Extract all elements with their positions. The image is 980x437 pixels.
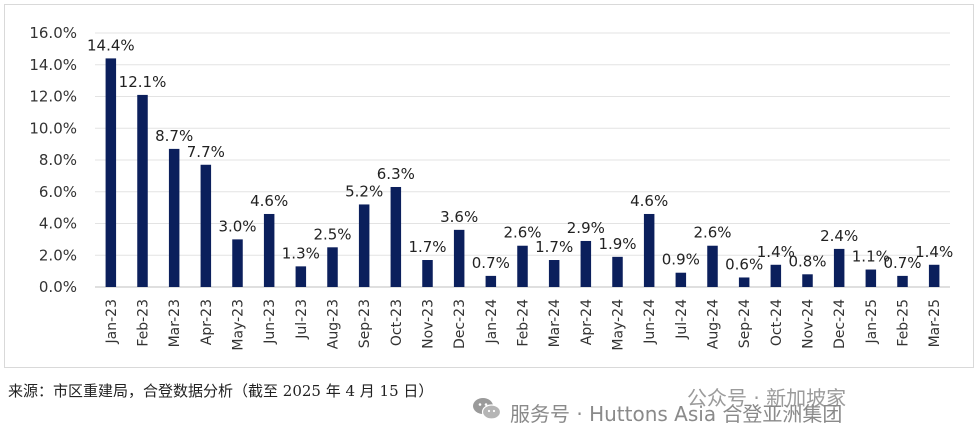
data-label: 4.6%: [630, 192, 668, 210]
x-tick-label: Jan-23: [104, 299, 120, 344]
x-tick-label: Feb-24: [516, 299, 532, 347]
bar: [232, 239, 243, 287]
bar: [390, 186, 402, 287]
data-label: 2.6%: [503, 224, 541, 242]
y-tick-label: 12.0%: [29, 88, 77, 106]
data-label: 1.7%: [535, 238, 573, 256]
x-tick-label: Jan-24: [484, 299, 500, 345]
data-label: 0.9%: [662, 251, 700, 269]
wechat-icon: [473, 398, 502, 420]
x-tick-label: Apr-23: [199, 299, 215, 345]
data-label: 1.7%: [408, 238, 446, 256]
x-tick-label: Jul-24: [674, 299, 690, 340]
x-tick-label: Nov-23: [421, 299, 437, 349]
bar: [168, 148, 180, 287]
x-tick-label: Oct-23: [389, 299, 405, 346]
y-tick-label: 4.0%: [39, 215, 77, 233]
data-label: 2.9%: [567, 219, 605, 237]
bar: [643, 213, 655, 287]
x-tick-label: Nov-24: [801, 299, 817, 349]
bar: [295, 266, 307, 287]
x-tick-label: Jul-23: [294, 299, 310, 340]
bar: [675, 272, 687, 287]
bar: [358, 204, 370, 287]
bar: [897, 275, 908, 287]
bar: [770, 264, 782, 287]
y-tick-label: 14.0%: [29, 56, 77, 74]
x-tick-label: Jun-23: [262, 299, 278, 345]
x-tick-label: Jun-24: [642, 299, 658, 345]
bar: [517, 245, 528, 287]
chart-frame: 0.0% 2.0% 4.0% 6.0% 8.0% 10.0% 12.0% 14.0% 16.0%…: [4, 4, 974, 368]
watermark-line-1: 公众号 · 新加坡家: [687, 386, 847, 410]
bar: [865, 269, 877, 287]
x-tick-label: Oct-24: [769, 299, 785, 346]
x-tick-label: Dec-24: [832, 299, 848, 349]
bar: [422, 260, 433, 287]
x-tick-label: Sep-24: [737, 299, 753, 348]
bar: [738, 277, 750, 287]
y-tick-label: 0.0%: [39, 278, 77, 296]
data-label: 8.7%: [155, 127, 193, 145]
bar: [548, 260, 560, 287]
watermark: 公众号 · 新加坡家 服务号 · Huttons Asia 合登亚洲集团: [472, 386, 972, 434]
y-tick-label: 10.0%: [29, 119, 77, 137]
data-label: 6.3%: [377, 165, 415, 183]
bar-chart: 0.0% 2.0% 4.0% 6.0% 8.0% 10.0% 12.0% 14.0% 16.0%…: [29, 24, 953, 351]
data-label: 1.3%: [282, 244, 320, 262]
watermark-line-2: 服务号 · Huttons Asia 合登亚洲集团: [510, 402, 843, 426]
y-tick-label: 6.0%: [39, 183, 77, 201]
data-label: 14.4%: [87, 36, 135, 54]
data-label: 2.4%: [820, 227, 858, 245]
x-tick-label: May-23: [231, 299, 247, 351]
data-label: 5.2%: [345, 182, 383, 200]
x-tick-label: Apr-24: [579, 299, 595, 345]
x-tick-label: Aug-24: [706, 299, 722, 349]
bar: [327, 247, 338, 287]
bar: [833, 248, 845, 287]
bar: [105, 58, 117, 288]
data-label: 2.5%: [313, 225, 351, 243]
bar: [802, 274, 813, 287]
data-label: 3.0%: [218, 217, 256, 235]
data-label: 12.1%: [119, 73, 167, 91]
bar: [453, 229, 465, 287]
data-label: 2.6%: [693, 224, 731, 242]
y-tick-label: 16.0%: [29, 24, 77, 42]
x-tick-label: May-24: [611, 299, 627, 351]
x-tick-label: Feb-23: [136, 299, 152, 347]
data-label: 1.4%: [915, 243, 953, 261]
bar: [485, 275, 497, 287]
bar: [612, 256, 623, 287]
y-tick-label: 8.0%: [39, 151, 77, 169]
data-label: 0.6%: [725, 255, 763, 273]
bar: [707, 245, 718, 287]
bar: [137, 94, 148, 287]
data-label: 4.6%: [250, 192, 288, 210]
bar: [928, 264, 940, 287]
source-note: 来源：市区重建局，合登数据分析（截至 2025 年 4 月 15 日）: [8, 382, 434, 400]
data-label: 0.7%: [883, 254, 921, 272]
data-label: 7.7%: [187, 143, 225, 161]
bar: [580, 240, 592, 287]
data-label: 1.9%: [598, 235, 636, 253]
data-label: 0.7%: [472, 254, 510, 272]
x-tick-label: Dec-23: [452, 299, 468, 349]
data-label: 3.6%: [440, 208, 478, 226]
x-tick-label: Feb-25: [896, 299, 912, 347]
data-label: 1.1%: [852, 248, 890, 266]
data-label: 1.4%: [757, 243, 795, 261]
x-tick-label: Mar-25: [927, 299, 943, 347]
x-tick-label: Mar-24: [547, 299, 563, 347]
data-label: 0.8%: [788, 252, 826, 270]
x-tick-label: Sep-23: [357, 299, 373, 348]
bar: [263, 213, 275, 287]
x-tick-label: Jan-25: [864, 299, 880, 344]
bar: [200, 164, 212, 287]
x-tick-label: Mar-23: [167, 299, 183, 347]
x-tick-label: Aug-23: [326, 299, 342, 349]
y-tick-label: 2.0%: [39, 246, 77, 264]
